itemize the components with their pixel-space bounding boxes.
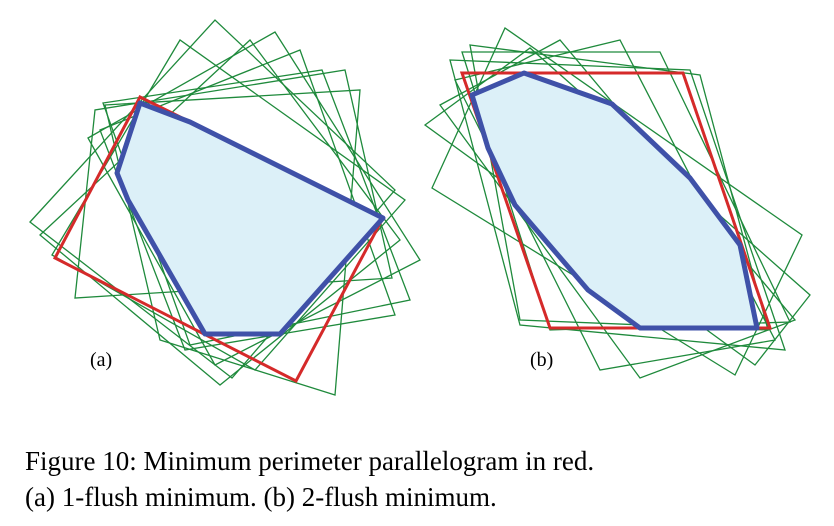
panel-a: (a) xyxy=(29,19,421,396)
rectangle xyxy=(87,31,421,366)
panel-label: (b) xyxy=(530,349,553,371)
rectangle xyxy=(39,39,401,386)
rectangle xyxy=(439,39,797,379)
parallelogram xyxy=(459,71,773,330)
rectangle xyxy=(99,49,396,351)
rectangle xyxy=(449,59,786,351)
caption-line: Figure 10: Minimum perimeter parallelogr… xyxy=(25,446,594,476)
rectangle xyxy=(102,69,411,346)
caption-line: (a) 1-flush minimum. (b) 2-flush minimum… xyxy=(25,482,497,512)
rectangle xyxy=(454,39,776,371)
panel-b: (b) xyxy=(423,27,811,379)
rectangle xyxy=(29,19,396,379)
hull xyxy=(469,70,760,331)
panel-label: (a) xyxy=(90,349,112,371)
rectangle xyxy=(104,89,361,396)
hull xyxy=(114,100,386,337)
